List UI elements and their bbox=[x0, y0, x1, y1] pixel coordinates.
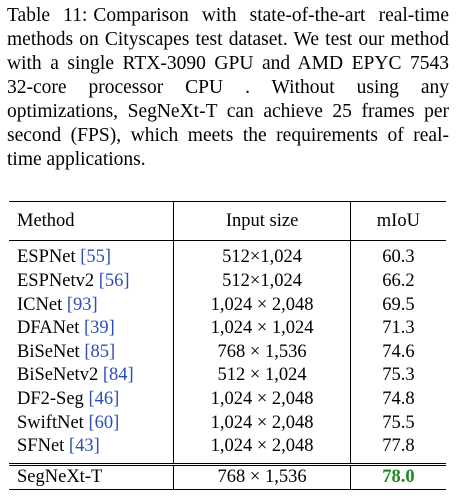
table-row: DFANet [39] 1,024 × 1,024 71.3 bbox=[9, 317, 446, 341]
row-miou: 75.3 bbox=[349, 364, 446, 388]
table-row: SFNet [43] 1,024 × 2,048 77.8 bbox=[9, 435, 446, 465]
citation-link[interactable]: [46] bbox=[88, 388, 120, 409]
table-row: SwiftNet [60] 1,024 × 2,048 75.5 bbox=[9, 411, 446, 436]
comparison-table: Method Input size mIoU ESPNet [55] 512×1,… bbox=[9, 201, 446, 491]
best-miou-value: 78.0 bbox=[382, 466, 415, 487]
citation-link[interactable]: [39] bbox=[83, 318, 115, 339]
method-name: BiSeNet bbox=[17, 341, 80, 362]
header-miou: mIoU bbox=[349, 201, 446, 241]
citation-link[interactable]: [43] bbox=[68, 436, 100, 457]
table-row: DF2-Seg [46] 1,024 × 2,048 74.8 bbox=[9, 387, 446, 412]
method-name: DF2-Seg bbox=[17, 388, 84, 409]
method-name: ESPNet bbox=[17, 247, 76, 268]
row-miou: 69.5 bbox=[349, 293, 446, 318]
table-row: ICNet [93] 1,024 × 2,048 69.5 bbox=[9, 293, 446, 318]
row-method: BiSeNetv2 [84] bbox=[9, 364, 174, 388]
comparison-table-container: Method Input size mIoU ESPNet [55] 512×1,… bbox=[9, 201, 446, 491]
row-miou: 74.6 bbox=[349, 340, 446, 365]
row-miou: 71.3 bbox=[349, 317, 446, 341]
citation-link[interactable]: [93] bbox=[66, 294, 98, 315]
row-method: ESPNetv2 [56] bbox=[9, 270, 174, 294]
citation-link[interactable]: [55] bbox=[80, 247, 112, 268]
table-row: BiSeNetv2 [84] 512 × 1,024 75.3 bbox=[9, 364, 446, 388]
row-method: DFANet [39] bbox=[9, 317, 174, 341]
method-name: SFNet bbox=[17, 436, 65, 457]
row-miou: 77.8 bbox=[349, 435, 446, 465]
caption-text: Comparison with state-of-the-art real-ti… bbox=[7, 5, 449, 170]
row-input-size: 1,024 × 1,024 bbox=[173, 317, 351, 341]
row-method: BiSeNet [85] bbox=[9, 341, 174, 365]
row-method: ESPNet [55] bbox=[9, 241, 174, 271]
row-input-size: 1,024 × 2,048 bbox=[173, 435, 351, 465]
header-method: Method bbox=[9, 201, 174, 241]
row-input-size: 768 × 1,536 bbox=[173, 340, 351, 365]
row-method: ICNet [93] bbox=[9, 294, 174, 318]
row-input-size: 512×1,024 bbox=[173, 240, 351, 270]
ours-input-size: 768 × 1,536 bbox=[173, 462, 351, 491]
method-name: ICNet bbox=[17, 294, 63, 315]
method-name: SwiftNet bbox=[17, 412, 84, 433]
row-method: DF2-Seg [46] bbox=[9, 388, 174, 412]
ours-row: SegNeXt-T 768 × 1,536 78.0 bbox=[9, 462, 446, 491]
table-header-row: Method Input size mIoU bbox=[9, 201, 446, 241]
row-input-size: 1,024 × 2,048 bbox=[173, 411, 351, 436]
table-row: BiSeNet [85] 768 × 1,536 74.6 bbox=[9, 340, 446, 365]
table-row: ESPNet [55] 512×1,024 60.3 bbox=[9, 240, 446, 271]
method-name: ESPNetv2 bbox=[17, 271, 95, 291]
table-row: ESPNetv2 [56] 512×1,024 66.2 bbox=[9, 270, 446, 294]
header-input-size: Input size bbox=[173, 201, 351, 241]
ours-section: SegNeXt-T 768 × 1,536 78.0 bbox=[9, 462, 446, 491]
row-miou: 75.5 bbox=[349, 411, 446, 436]
citation-link[interactable]: [85] bbox=[84, 341, 116, 362]
row-input-size: 512×1,024 bbox=[173, 270, 351, 294]
citation-link[interactable]: [84] bbox=[102, 365, 134, 386]
row-input-size: 1,024 × 2,048 bbox=[173, 387, 351, 412]
ours-miou: 78.0 bbox=[349, 462, 446, 491]
table-caption: Table 11: Comparison with state-of-the-ar… bbox=[7, 4, 449, 172]
citation-link[interactable]: [60] bbox=[88, 412, 120, 433]
method-name: BiSeNetv2 bbox=[17, 365, 99, 386]
row-miou: 60.3 bbox=[349, 240, 446, 270]
caption-label: Table 11: bbox=[7, 5, 88, 26]
row-miou: 66.2 bbox=[349, 270, 446, 294]
method-name: DFANet bbox=[17, 318, 80, 339]
row-miou: 74.8 bbox=[349, 387, 446, 412]
row-method: SFNet [43] bbox=[9, 435, 174, 464]
table-body: ESPNet [55] 512×1,024 60.3 ESPNetv2 [56] 512… bbox=[9, 240, 446, 465]
row-input-size: 1,024 × 2,048 bbox=[173, 293, 351, 318]
row-input-size: 512 × 1,024 bbox=[173, 364, 351, 388]
citation-link[interactable]: [56] bbox=[98, 271, 130, 291]
ours-method: SegNeXt-T bbox=[9, 462, 174, 491]
row-method: SwiftNet [60] bbox=[9, 412, 174, 436]
